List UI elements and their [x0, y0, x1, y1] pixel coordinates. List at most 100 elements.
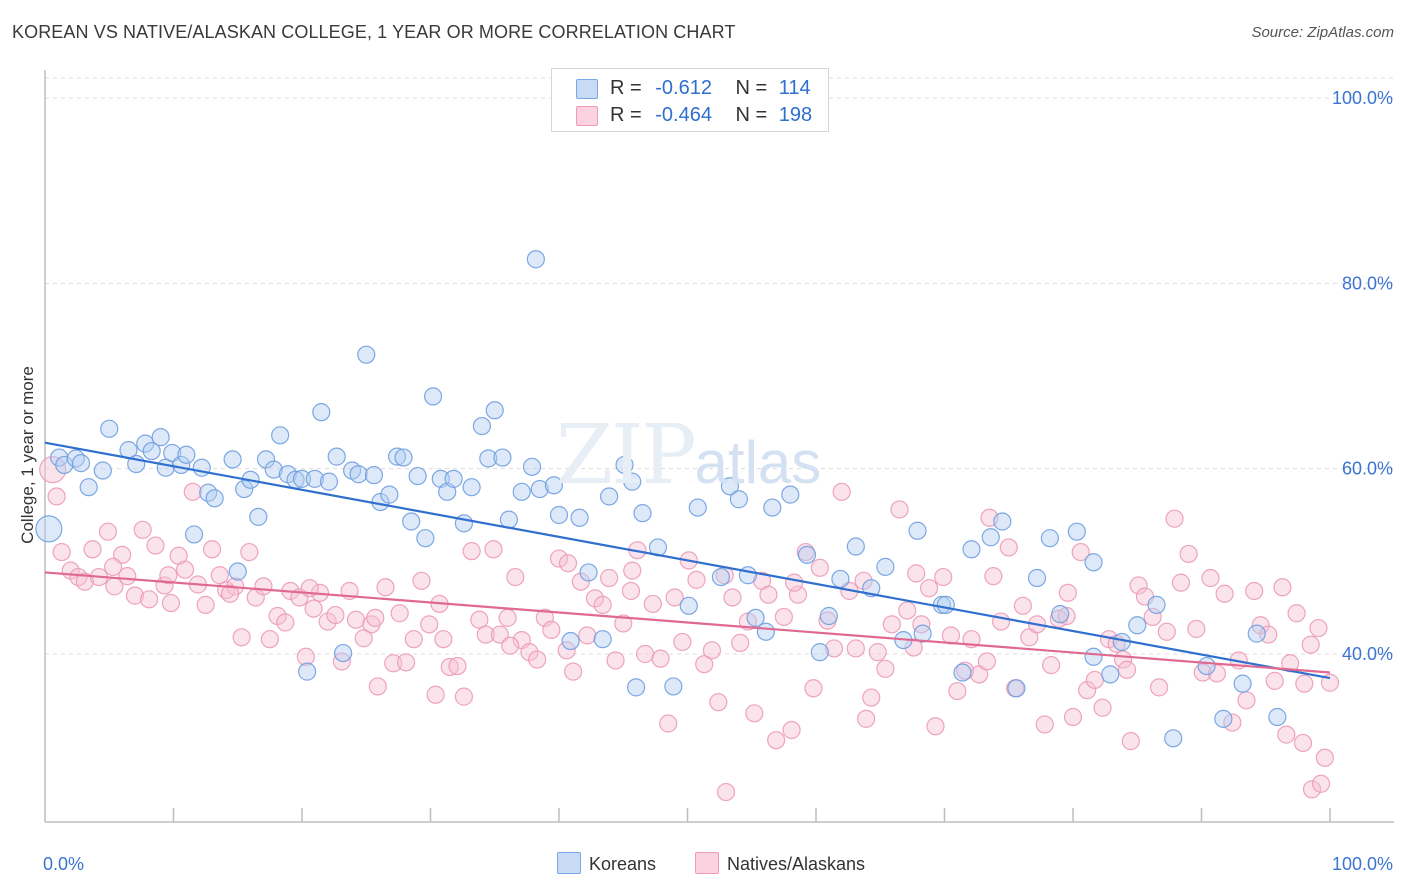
koreans-point	[600, 487, 619, 506]
koreans-point	[664, 677, 683, 696]
natives-point	[1143, 607, 1162, 627]
koreans-point	[615, 455, 634, 475]
watermark-zip: ZIP	[556, 408, 697, 503]
natives-point	[542, 620, 561, 640]
natives-point	[1058, 583, 1077, 602]
natives-point	[558, 554, 578, 573]
koreans-point	[522, 457, 542, 476]
y-tick-label: 100.0%	[1332, 88, 1393, 108]
koreans-point	[1233, 674, 1252, 693]
koreans-point	[223, 450, 242, 469]
natives-point	[196, 595, 215, 614]
natives-point	[898, 601, 917, 620]
natives-point	[1057, 606, 1076, 626]
koreans-point	[1027, 568, 1047, 588]
natives-point	[1171, 573, 1191, 592]
natives-point	[296, 647, 315, 666]
natives-point	[907, 564, 926, 583]
koreans-point	[1084, 647, 1103, 666]
koreans-point	[876, 557, 895, 576]
natives-point	[390, 604, 409, 623]
natives-point	[1042, 656, 1061, 675]
chart-title: KOREAN VS NATIVE/ALASKAN COLLEGE, 1 YEAR…	[12, 22, 736, 42]
natives-point	[1223, 713, 1242, 732]
koreans-point	[479, 449, 498, 468]
koreans-point	[1007, 679, 1026, 698]
natives-point	[1013, 596, 1032, 615]
natives-point	[506, 567, 525, 587]
koreans-point	[913, 624, 932, 643]
natives-point	[376, 578, 395, 597]
natives-point	[890, 500, 909, 519]
natives-point	[146, 536, 165, 555]
natives-point	[476, 625, 495, 644]
natives-point	[175, 560, 195, 579]
natives-point	[420, 615, 439, 634]
natives-trend-line	[44, 571, 1331, 674]
x-tick-label: 100.0%	[1332, 854, 1393, 874]
koreans-legend-label: Koreans	[589, 854, 657, 874]
koreans-point	[249, 507, 268, 526]
natives-point	[1293, 733, 1313, 753]
natives-point	[412, 571, 431, 590]
natives-point	[857, 709, 876, 728]
natives-point	[139, 590, 159, 609]
n-label: N =	[735, 104, 768, 126]
koreans-point	[312, 403, 331, 422]
koreans-point	[756, 622, 775, 641]
natives-point	[606, 651, 625, 670]
koreans-point	[623, 472, 642, 491]
koreans-point	[305, 469, 324, 488]
natives-point	[1157, 622, 1176, 641]
natives-point	[919, 579, 939, 598]
koreans-point	[679, 596, 698, 615]
natives-point	[868, 643, 887, 662]
koreans-swatch	[576, 79, 598, 99]
natives-point	[161, 593, 181, 613]
koreans-point	[271, 426, 290, 445]
natives-point	[745, 704, 764, 723]
natives-point	[767, 731, 786, 750]
natives-point	[948, 681, 967, 701]
n-value: 198	[778, 104, 813, 126]
natives-points	[39, 455, 1340, 802]
n-label: N =	[735, 77, 768, 99]
natives-point	[484, 540, 503, 559]
natives-point	[702, 641, 722, 660]
koreans-point	[530, 479, 549, 499]
natives-point	[1149, 678, 1169, 697]
natives-point	[578, 626, 597, 645]
koreans-point	[846, 537, 865, 556]
koreans-point	[549, 505, 569, 525]
natives-point	[254, 577, 273, 596]
koreans-point	[729, 490, 749, 509]
koreans-point	[810, 643, 829, 662]
natives-point	[557, 641, 576, 660]
natives-point	[1295, 674, 1314, 693]
natives-point	[810, 558, 829, 577]
natives-point	[326, 605, 345, 625]
koreans-point	[349, 465, 368, 484]
koreans-point	[256, 450, 276, 469]
legend-row-koreans: R = -0.612 N = 114	[552, 75, 828, 103]
koreans-point	[472, 416, 491, 436]
koreans-trend-line	[44, 441, 1331, 680]
natives-point	[665, 588, 684, 607]
natives-point	[999, 538, 1018, 557]
koreans-point	[334, 643, 353, 663]
koreans-point	[1147, 595, 1166, 614]
koreans-point	[720, 477, 740, 496]
natives-point	[1309, 618, 1328, 638]
natives-point	[673, 632, 692, 652]
natives-point	[440, 657, 459, 677]
legend-text-natives: R = -0.464 N = 198	[610, 104, 812, 127]
axes	[44, 70, 1394, 823]
koreans-point	[177, 445, 196, 464]
natives-point	[549, 549, 569, 568]
koreans-point	[142, 441, 161, 461]
correlation-legend: R = -0.612 N = 114 R = -0.464 N = 198	[551, 68, 829, 132]
koreans-point	[485, 401, 504, 420]
koreans-point	[423, 387, 443, 406]
koreans-point	[100, 419, 119, 438]
